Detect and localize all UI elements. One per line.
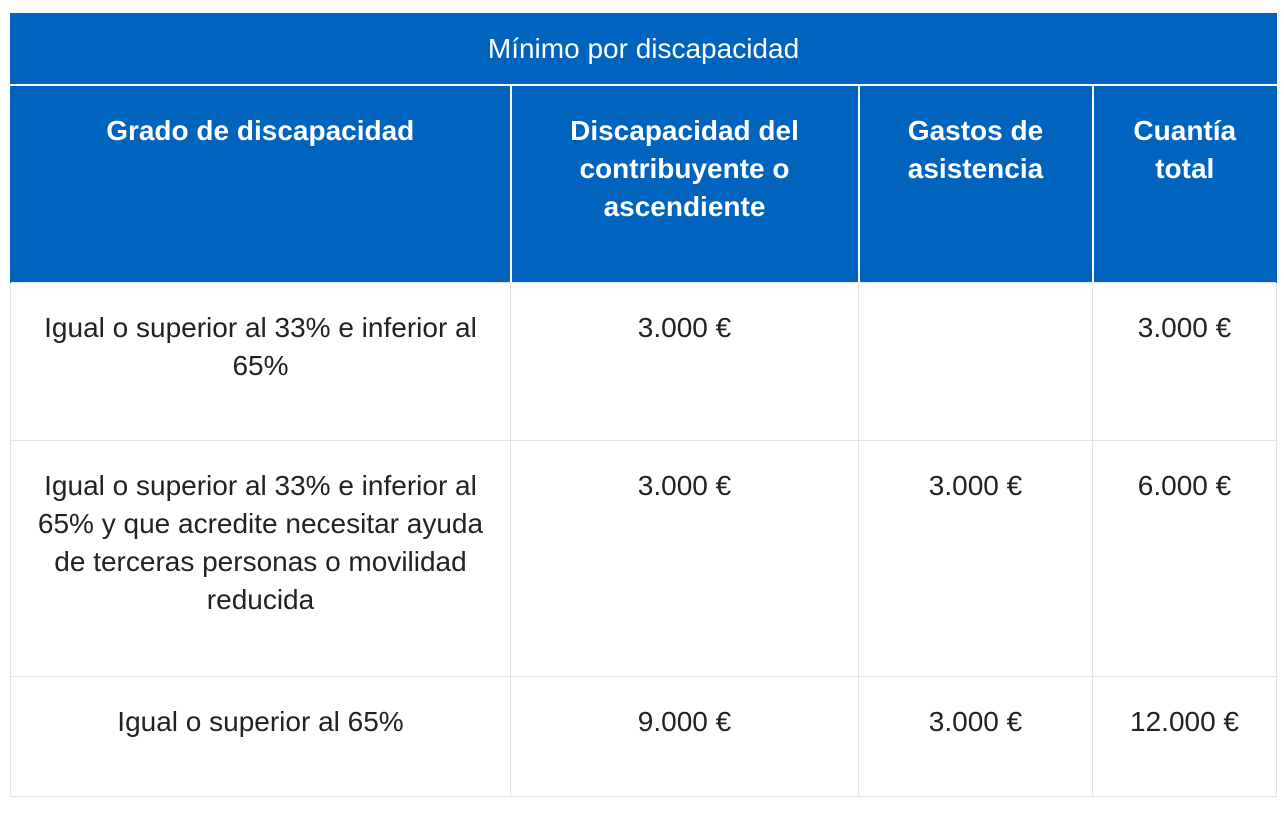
cell-discapacidad: 9.000 € [510,675,859,797]
cell-grado: Igual o superior al 65% [10,675,511,797]
cell-grado: Igual o superior al 33% e inferior al 65… [10,439,511,677]
table-header-row: Grado de discapacidad Discapacidad del c… [10,85,1278,282]
cell-total: 3.000 € [1091,281,1278,441]
cell-grado: Igual o superior al 33% e inferior al 65… [10,281,511,441]
disability-minimum-table-container: Mínimo por discapacidad Grado de discapa… [9,13,1278,797]
header-total: Cuantía total [1091,85,1278,282]
cell-total: 12.000 € [1091,675,1278,797]
disability-minimum-table: Mínimo por discapacidad Grado de discapa… [9,13,1278,797]
cell-discapacidad: 3.000 € [510,281,859,441]
table-title: Mínimo por discapacidad [9,13,1278,86]
cell-gastos: 3.000 € [858,675,1093,797]
header-discapacidad: Discapacidad del contribuyente o ascendi… [509,85,860,282]
table-row: Igual o superior al 65% 9.000 € 3.000 € … [10,675,1278,797]
table-row: Igual o superior al 33% e inferior al 65… [10,439,1278,677]
table-row: Igual o superior al 33% e inferior al 65… [10,281,1278,441]
cell-gastos [858,281,1093,441]
cell-total: 6.000 € [1091,439,1278,677]
header-gastos: Gastos de asistencia [857,85,1094,282]
cell-gastos: 3.000 € [858,439,1093,677]
cell-discapacidad: 3.000 € [510,439,859,677]
header-grado: Grado de discapacidad [10,85,512,282]
table-title-row: Mínimo por discapacidad [9,13,1278,86]
